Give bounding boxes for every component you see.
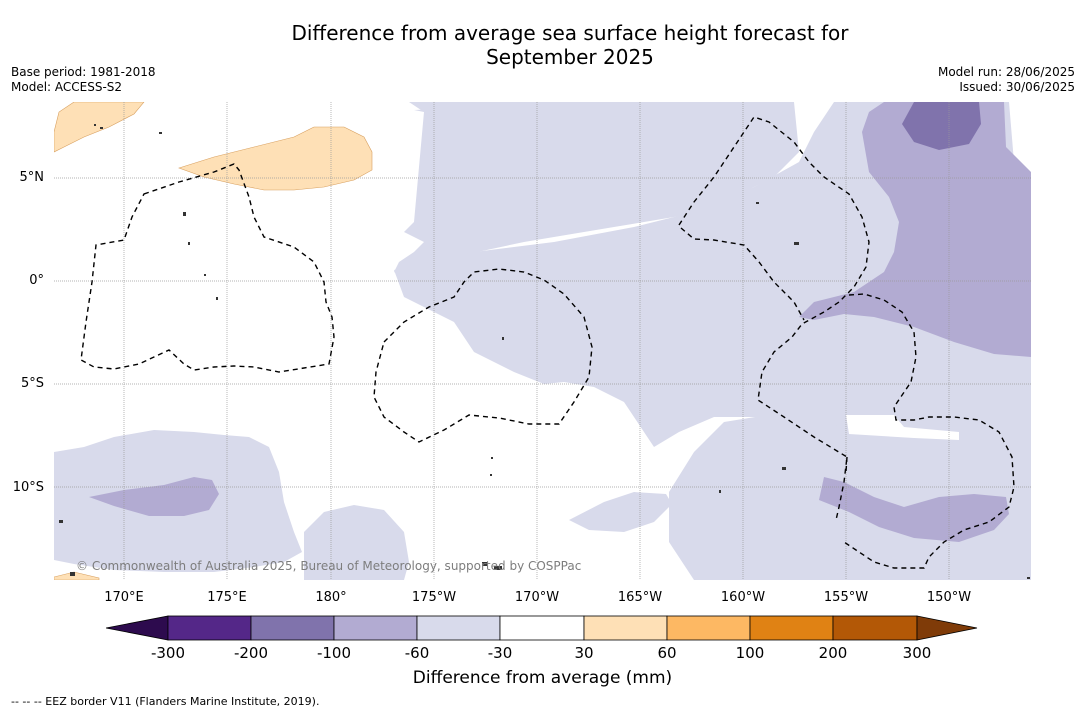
colorbar-bin-p200-p300: [832, 615, 918, 641]
colorbar-tick: 30: [574, 644, 594, 662]
colorbar-bin-m200-m100: [250, 615, 335, 641]
colorbar-bin-m60-m30: [416, 615, 501, 641]
island-speck: [204, 274, 206, 276]
graticule: [54, 102, 1031, 580]
positive-region-bottom-left: [54, 571, 100, 580]
model-run: Model run: 28/06/2025: [937, 65, 1075, 79]
lon-label-155w: 155°W: [823, 590, 869, 605]
eez-tuvalu-kiribati-west: [80, 163, 335, 373]
island-speck: [756, 202, 759, 204]
island-speck: [782, 467, 786, 470]
model-name: Model: ACCESS-S2: [11, 80, 123, 94]
anomaly-region-northeast-core: [902, 102, 981, 150]
lat-label-10s: 10°S: [12, 480, 44, 495]
eez-footnote: -- -- -- EEZ border V11 (Flanders Marine…: [11, 695, 320, 708]
eez-east: [843, 293, 1015, 569]
island-speck: [159, 132, 162, 134]
meta-left: Base period: 1981-2018 Model: ACCESS-S2: [11, 65, 156, 95]
title-line-1: Difference from average sea surface heig…: [291, 21, 849, 45]
lon-label-175e: 175°E: [207, 590, 247, 605]
island-speck: [183, 212, 186, 216]
sea-height-map: [54, 102, 1031, 580]
lon-label-170w: 170°W: [514, 590, 560, 605]
colorbar-tick: -100: [316, 644, 352, 662]
island-speck: [59, 520, 63, 523]
colorbar-tick: -300: [150, 644, 186, 662]
eez-southeast-line: [845, 456, 848, 473]
island-speck: [482, 562, 488, 566]
anomaly-region-northeast: [799, 102, 1031, 357]
anomaly-region-central-band: [394, 102, 1031, 580]
island-speck: [100, 127, 103, 129]
anomaly-region-south-small: [569, 492, 672, 532]
map-svg: [54, 102, 1031, 580]
colorbar-bin-m30-p30: [499, 615, 585, 641]
island-speck: [502, 337, 504, 340]
eez-phoenix-line: [678, 116, 870, 521]
lon-label-180: 180°: [315, 590, 347, 605]
anomaly-m200-m100-areas: [902, 102, 981, 150]
colorbar-tick: -30: [487, 644, 513, 662]
colorbar-tick: -60: [404, 644, 430, 662]
island-speck: [188, 242, 190, 245]
anomaly-m60-m30-areas: [54, 102, 1031, 580]
lat-label-5s: 5°S: [20, 376, 44, 391]
lon-label-175w: 175°W: [411, 590, 457, 605]
base-period: Base period: 1981-2018: [11, 65, 156, 79]
colorbar-tick: 200: [818, 644, 848, 662]
colorbar-tick: 300: [902, 644, 932, 662]
island-speck: [494, 566, 502, 570]
colorbar-bin-m100-m60: [333, 615, 418, 641]
title-line-2: September 2025: [486, 45, 654, 69]
colorbar-extend-high: [916, 615, 978, 641]
meta-right: Model run: 28/06/2025 Issued: 30/06/2025: [938, 65, 1075, 95]
anomaly-region-southeast-lobe: [819, 477, 1009, 542]
eez-borders: [80, 116, 1015, 569]
lon-label-160w: 160°W: [720, 590, 766, 605]
colorbar-bin-p100-p200: [749, 615, 834, 641]
map-title: Difference from average sea surface heig…: [0, 21, 1085, 69]
island-speck: [794, 242, 799, 245]
positive-region-north: [178, 126, 373, 191]
issued-date: Issued: 30/06/2025: [959, 80, 1075, 94]
colorbar-label: Difference from average (mm): [412, 668, 673, 688]
colorbar-tick: 60: [657, 644, 677, 662]
anomaly-m100-m60-areas: [89, 102, 1031, 542]
lon-label-165w: 165°W: [617, 590, 663, 605]
eez-central: [373, 268, 593, 443]
copyright-notice: © Commonwealth of Australia 2025, Bureau…: [76, 559, 582, 573]
anomaly-region-upper-left-band: [414, 102, 614, 122]
positive-region-west-tip: [54, 102, 145, 153]
eez-line-mid: [680, 227, 805, 321]
lat-label-0: 0°: [29, 273, 44, 288]
anomaly-region-bottom-center: [304, 505, 409, 580]
island-speck: [70, 572, 75, 576]
colorbar-tick: 100: [735, 644, 765, 662]
island-specks: [59, 124, 1030, 579]
neutral-gap-small: [846, 415, 959, 440]
lon-label-170e: 170°E: [104, 590, 144, 605]
colorbar-bin-m300-m200: [167, 615, 252, 641]
island-speck: [490, 474, 492, 476]
colorbar-extend-low: [106, 615, 169, 641]
anomaly-region-north-center: [394, 102, 799, 277]
island-speck: [491, 457, 493, 459]
colorbar: [106, 615, 978, 641]
colorbar-tick: -200: [233, 644, 269, 662]
island-speck: [216, 297, 218, 300]
island-speck: [719, 490, 721, 493]
lon-label-150w: 150°W: [926, 590, 972, 605]
colorbar-bin-p60-p100: [666, 615, 751, 641]
colorbar-bin-p30-p60: [583, 615, 668, 641]
island-speck: [1027, 577, 1030, 579]
island-speck: [94, 124, 96, 126]
lat-label-5n: 5°N: [19, 170, 45, 185]
